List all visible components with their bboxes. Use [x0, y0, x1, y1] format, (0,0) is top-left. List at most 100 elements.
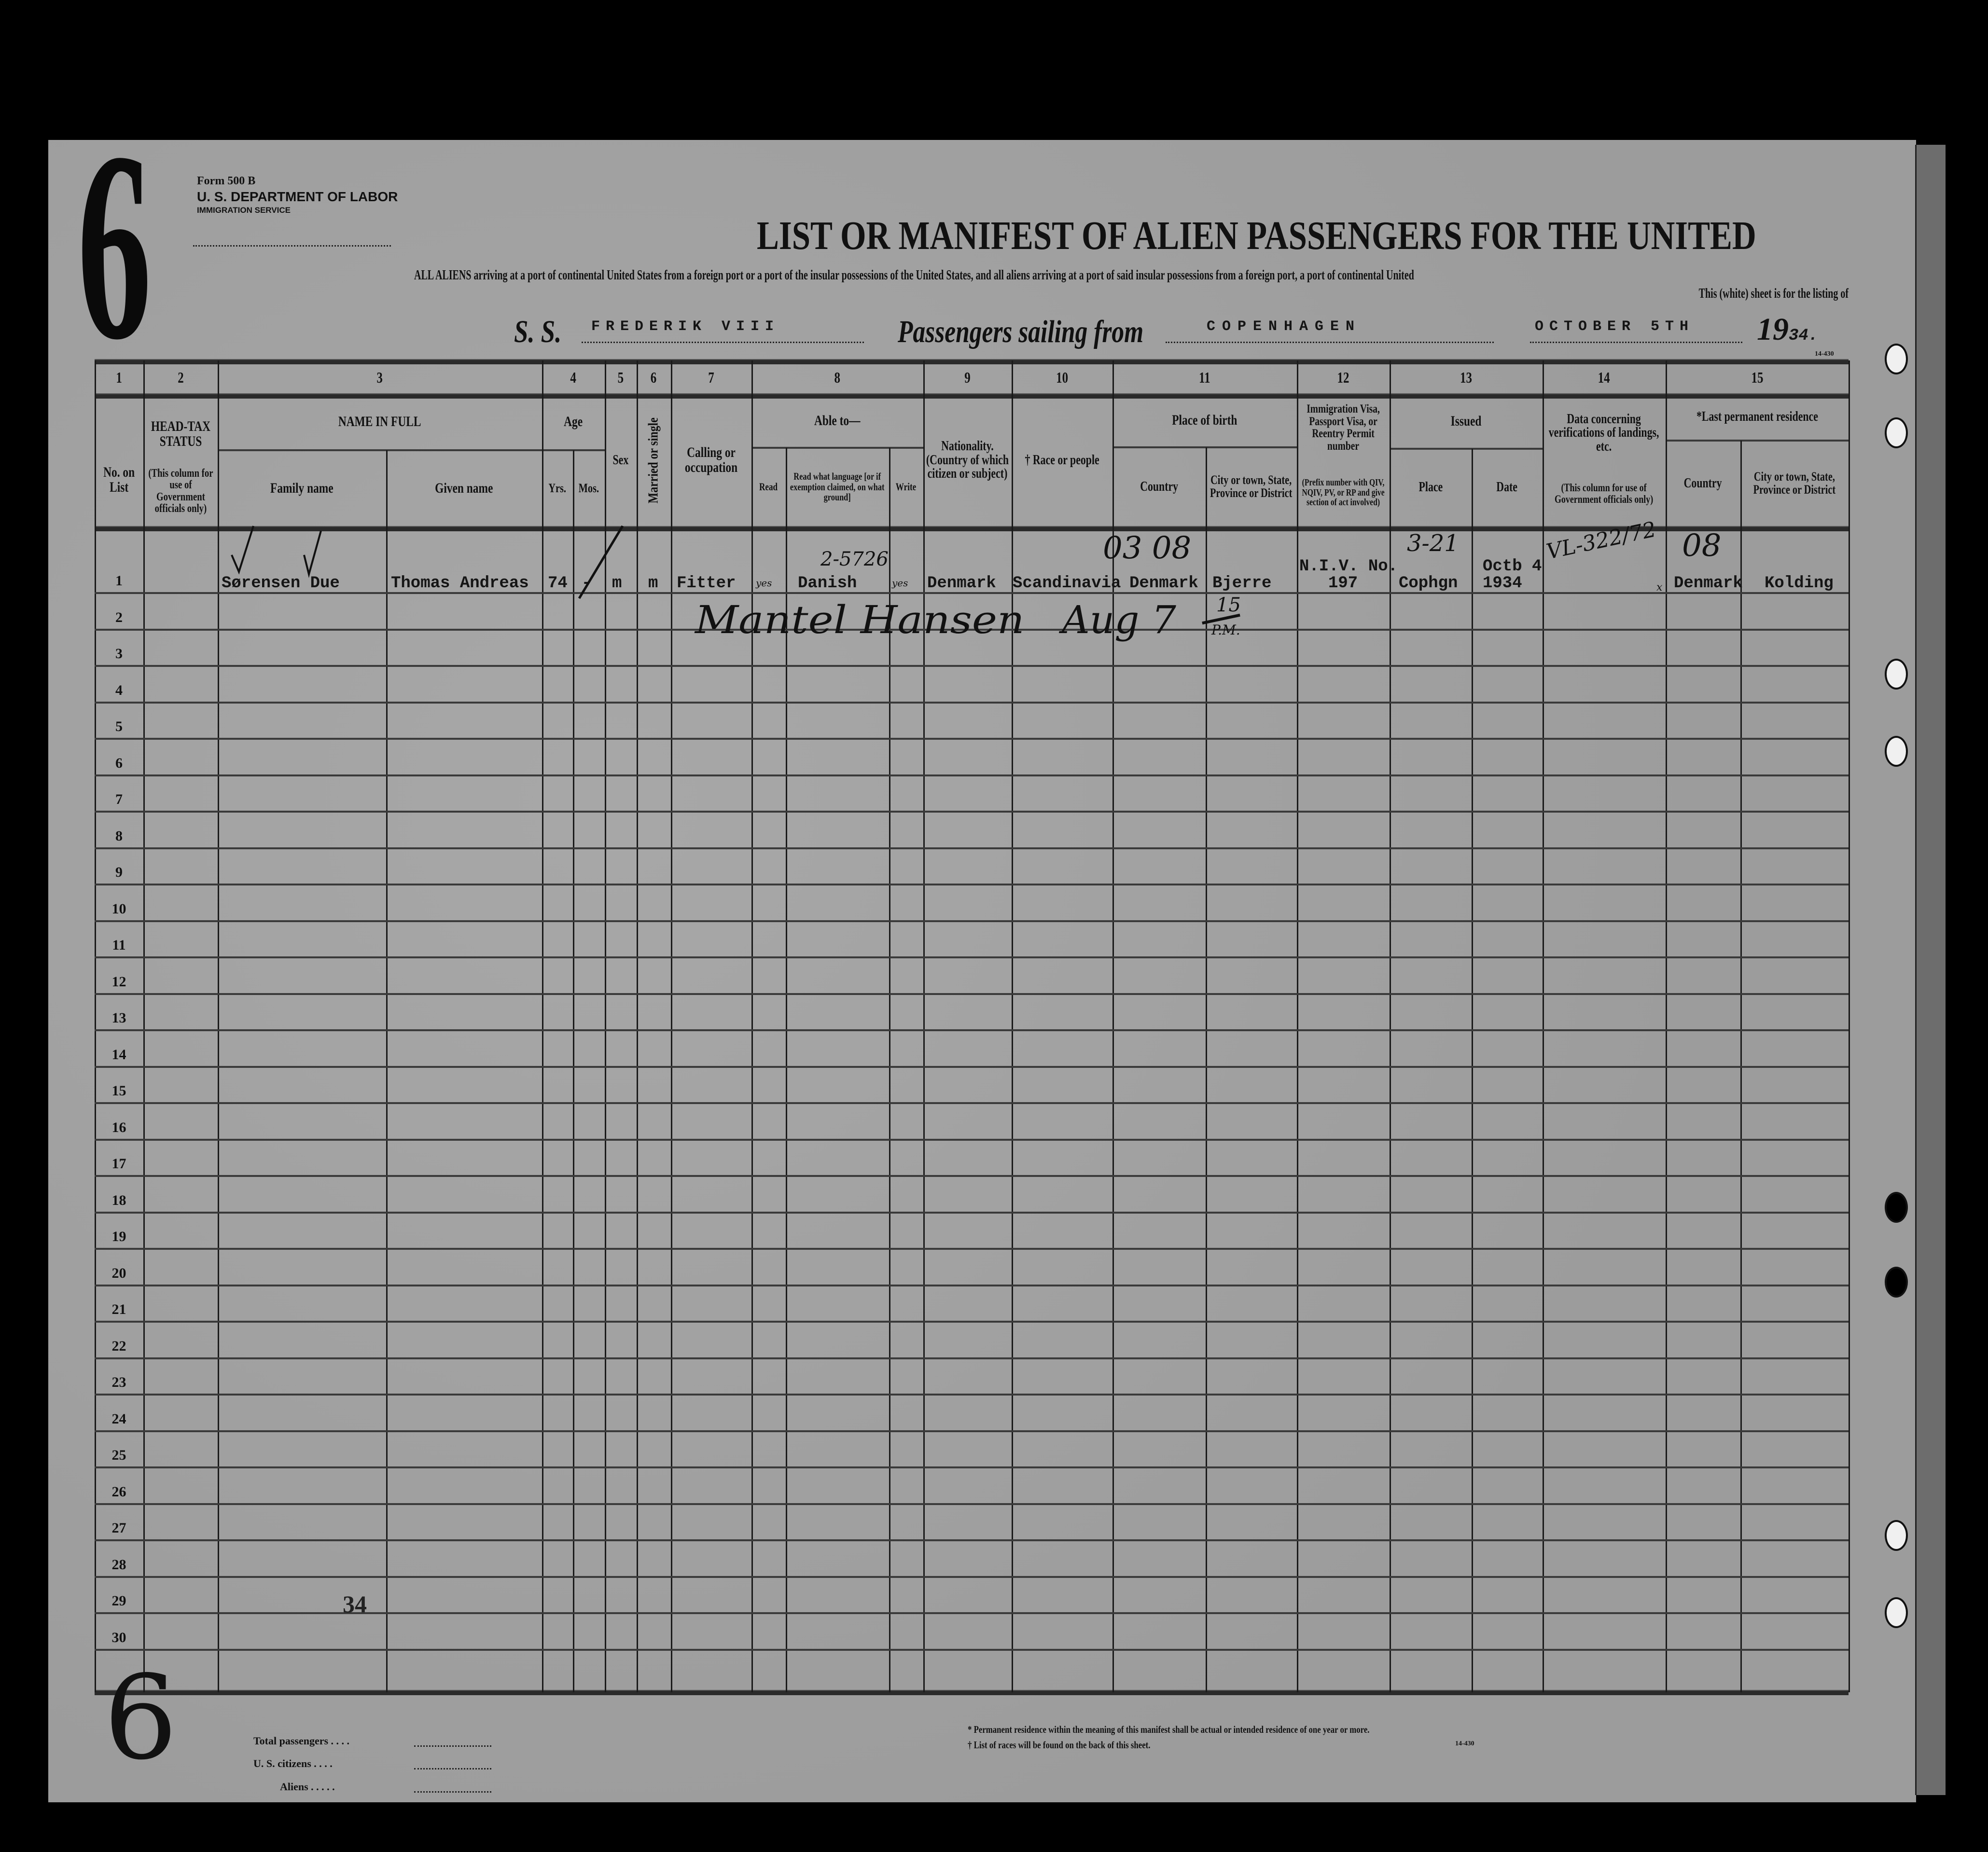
table-rule — [95, 1690, 1849, 1695]
header-birth-country: Country — [1140, 479, 1178, 494]
visa-number: 197 — [1328, 574, 1358, 593]
signature-date: Aug 7 — [1062, 597, 1176, 642]
header-read: Read — [759, 481, 778, 493]
column-line — [542, 360, 543, 1692]
header-issued: Issued — [1450, 413, 1482, 429]
column-number: 14 — [1598, 369, 1610, 387]
header-head-tax: HEAD-TAX STATUS — [151, 418, 210, 449]
residence-code: 08 — [1682, 528, 1722, 564]
header-visa: Immigration Visa, Passport Visa, or Reen… — [1307, 402, 1380, 453]
column-line — [95, 360, 96, 1692]
column-line — [751, 360, 753, 1692]
sailing-date: OCTOBER 5TH — [1535, 318, 1695, 335]
departure-port: COPENHAGEN — [1207, 318, 1362, 335]
signature-pm: P.M. — [1211, 622, 1240, 638]
signature-time: 15 — [1216, 594, 1241, 616]
us-citizens-line — [414, 1768, 491, 1769]
total-passengers-label: Total passengers . . . . — [253, 1735, 350, 1747]
row-line — [95, 1503, 1849, 1505]
manifest-sheet — [48, 140, 1916, 1802]
date-line — [1530, 342, 1742, 343]
row-number: 22 — [111, 1338, 126, 1354]
column-line — [218, 360, 219, 1692]
row-line — [95, 1576, 1849, 1578]
column-line — [1297, 360, 1298, 1692]
sailing-label: Passengers sailing from — [898, 314, 1144, 349]
header-age: Age — [564, 413, 583, 429]
year-suffix: 34. — [1789, 327, 1819, 345]
row-line — [95, 1065, 1849, 1068]
row-line — [95, 1648, 1849, 1651]
race: Scandinavia — [1013, 574, 1121, 593]
column-line — [1666, 360, 1667, 1692]
punch-hole — [1885, 417, 1908, 448]
header-visa-note: (Prefix number with QIV, NQIV, PV, or RP… — [1302, 477, 1385, 508]
row-number: 30 — [111, 1629, 126, 1645]
row-number: 2 — [115, 609, 123, 625]
row-number: 21 — [111, 1301, 126, 1317]
row-line — [95, 1284, 1849, 1286]
column-line — [1543, 360, 1544, 1692]
row-number: 20 — [111, 1265, 126, 1281]
us-citizens-label: U. S. citizens . . . . — [253, 1757, 333, 1769]
row-line — [95, 1394, 1849, 1396]
nationality: Denmark — [927, 574, 996, 593]
list-number-line — [193, 245, 391, 247]
header-birth-city: City or town, State, Province or Distric… — [1210, 473, 1293, 500]
aliens-line — [414, 1791, 491, 1793]
column-number: 15 — [1751, 369, 1763, 387]
row-line — [95, 1102, 1849, 1104]
column-number: 12 — [1337, 369, 1349, 387]
header-verification-note: (This column for use of Government offic… — [1555, 482, 1654, 505]
row-line — [95, 1211, 1849, 1214]
row-line — [95, 1321, 1849, 1323]
row-number: 19 — [111, 1229, 126, 1244]
issued-code: 3-21 — [1407, 530, 1459, 557]
header-race: † Race or people — [1025, 452, 1099, 468]
column-line — [1112, 360, 1114, 1692]
subtitle-line-2: This (white) sheet is for the listing of — [1698, 286, 1849, 301]
margin-number: 6 — [104, 1650, 178, 1785]
can-write: yes — [892, 577, 908, 589]
residence-city: Kolding — [1765, 574, 1834, 593]
column-line — [637, 360, 638, 1692]
column-line — [573, 450, 574, 1692]
column-number: 7 — [708, 369, 714, 387]
row-line — [95, 1430, 1849, 1432]
header-split-line — [1112, 446, 1297, 448]
row-number: 24 — [111, 1410, 126, 1427]
page-title: LIST OR MANIFEST OF ALIEN PASSENGERS FOR… — [757, 213, 1756, 258]
row-line — [95, 701, 1849, 704]
form-number: Form 500 B — [197, 175, 256, 187]
column-line — [605, 360, 606, 1692]
checkmark-icon — [231, 525, 254, 575]
row-line — [95, 1138, 1849, 1141]
row-line — [95, 1248, 1849, 1250]
row-number: 17 — [111, 1156, 126, 1172]
header-given-name: Given name — [435, 480, 493, 496]
service-label: IMMIGRATION SERVICE — [197, 206, 291, 215]
row-number: 6 — [115, 755, 123, 771]
header-write: Write — [896, 481, 917, 493]
column-number: 11 — [1199, 369, 1210, 387]
punch-hole — [1885, 659, 1908, 690]
row-line — [95, 738, 1849, 740]
column-number: 13 — [1460, 369, 1472, 387]
read-language: Danish — [798, 574, 857, 593]
column-line — [1390, 360, 1391, 1692]
row-number: 12 — [111, 973, 126, 990]
occupation: Fitter — [677, 574, 736, 593]
table-rule — [95, 359, 1849, 364]
row-line — [95, 1612, 1849, 1614]
row-number: 10 — [111, 900, 126, 917]
punch-hole — [1885, 1597, 1908, 1628]
column-number: 10 — [1056, 369, 1068, 387]
column-number: 8 — [834, 369, 841, 387]
row-number: 23 — [111, 1374, 126, 1390]
row-number: 4 — [115, 682, 123, 698]
header-read-language: Read what language [or if exemption clai… — [790, 470, 885, 503]
sex: m — [612, 574, 622, 593]
punch-hole — [1885, 1192, 1908, 1223]
row-line — [95, 920, 1849, 922]
given-name: Thomas Andreas — [391, 574, 529, 593]
